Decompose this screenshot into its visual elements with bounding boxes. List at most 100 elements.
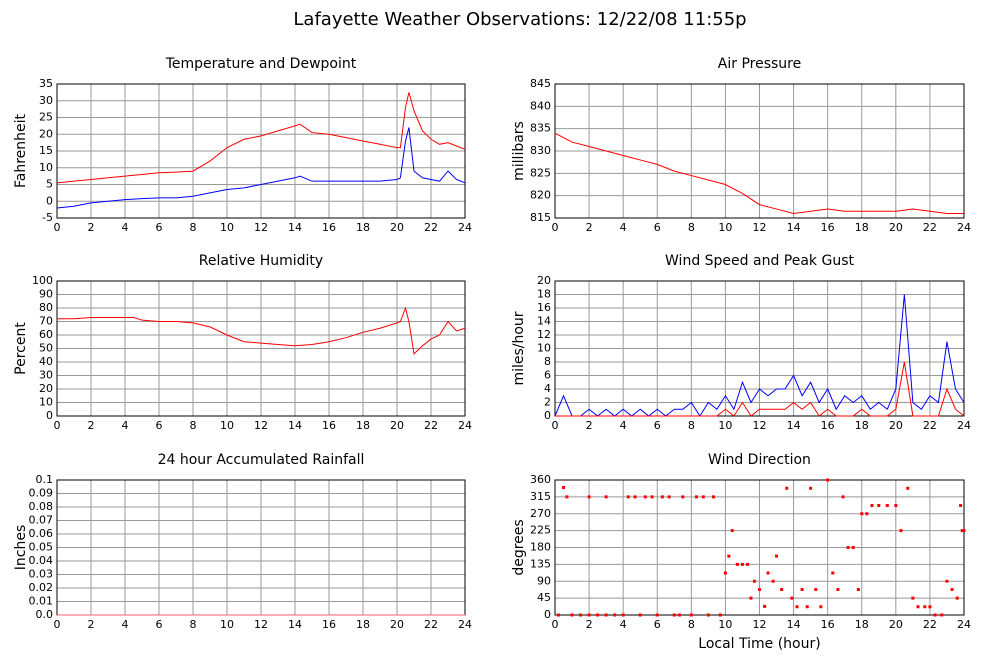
y-tick-label: 8	[544, 355, 551, 368]
data-point	[819, 605, 823, 609]
x-tick-label: 6	[156, 221, 163, 234]
data-point	[626, 495, 630, 499]
x-tick-label: 16	[821, 618, 835, 631]
y-axis-label: Fahrenheit	[13, 113, 29, 188]
x-tick-label: 16	[821, 221, 835, 234]
x-tick-label: 24	[458, 419, 472, 432]
data-point	[841, 495, 845, 499]
y-tick-label: 30	[39, 369, 53, 382]
x-tick-label: 0	[54, 221, 61, 234]
y-tick-label: 20	[39, 127, 53, 140]
data-point	[809, 486, 813, 490]
data-point	[785, 486, 789, 490]
data-point	[763, 604, 767, 608]
y-tick-label: 0	[544, 608, 551, 621]
data-point	[718, 613, 722, 617]
x-tick-label: 4	[620, 618, 627, 631]
data-point	[596, 613, 600, 617]
data-point	[689, 613, 693, 617]
x-tick-label: 24	[458, 618, 472, 631]
y-tick-label: 0.08	[29, 500, 54, 513]
x-tick-label: 14	[787, 618, 801, 631]
data-point	[587, 613, 591, 617]
data-point	[955, 596, 959, 600]
data-point	[638, 613, 642, 617]
chart-title: Air Pressure	[718, 56, 801, 72]
y-tick-label: 12	[537, 328, 551, 341]
y-tick-label: 0	[46, 409, 53, 422]
data-point	[667, 495, 671, 499]
x-tick-label: 2	[88, 419, 95, 432]
x-tick-label: 20	[889, 618, 903, 631]
y-axis-label: Inches	[13, 525, 29, 570]
data-line	[56, 127, 466, 209]
y-axis-label: degrees	[511, 519, 527, 575]
data-point	[570, 613, 574, 617]
data-point	[962, 529, 966, 533]
x-tick-label: 8	[190, 419, 197, 432]
x-tick-label: 24	[458, 221, 472, 234]
data-point	[730, 529, 734, 533]
y-tick-label: 0.1	[36, 473, 54, 486]
y-tick-label: 90	[39, 288, 53, 301]
y-tick-label: 30	[39, 94, 53, 107]
chart-title: Wind Speed and Peak Gust	[665, 253, 854, 269]
y-tick-label: 0.03	[29, 568, 54, 581]
x-tick-label: 8	[190, 221, 197, 234]
x-tick-label: 0	[552, 419, 559, 432]
x-tick-label: 18	[855, 221, 869, 234]
plot-frame	[56, 280, 466, 417]
y-tick-label: 15	[39, 144, 53, 157]
data-point	[613, 613, 617, 617]
data-point	[727, 554, 731, 558]
data-point	[923, 605, 927, 609]
y-tick-label: 14	[537, 315, 551, 328]
data-point	[735, 562, 739, 566]
data-point	[856, 588, 860, 591]
x-tick-label: 22	[923, 221, 937, 234]
data-point	[556, 613, 560, 617]
data-point	[899, 529, 903, 533]
data-point	[911, 596, 915, 600]
x-tick-label: 14	[288, 221, 302, 234]
y-tick-label: 820	[530, 189, 551, 202]
data-line	[554, 294, 965, 417]
y-tick-label: 40	[39, 355, 53, 368]
y-tick-label: 10	[39, 396, 53, 409]
x-tick-label: 22	[424, 618, 438, 631]
y-tick-label: 0.01	[29, 595, 54, 608]
y-tick-label: 10	[537, 342, 551, 355]
page-title: Lafayette Weather Observations: 12/22/08…	[293, 9, 746, 30]
x-tick-label: 10	[220, 221, 234, 234]
data-point	[706, 613, 710, 617]
x-tick-label: 16	[322, 618, 336, 631]
x-tick-label: 10	[220, 618, 234, 631]
data-point	[945, 579, 949, 583]
plot-frame	[554, 280, 965, 417]
data-point	[587, 495, 591, 499]
data-point	[814, 588, 818, 591]
y-tick-label: 0.07	[29, 514, 54, 527]
x-tick-label: 2	[88, 221, 95, 234]
data-point	[775, 554, 779, 558]
data-point	[746, 562, 750, 566]
data-point	[655, 613, 659, 617]
x-tick-label: 12	[753, 618, 767, 631]
x-tick-label: 16	[322, 221, 336, 234]
y-tick-label: 840	[530, 99, 551, 112]
y-tick-label: 0.0	[36, 608, 54, 621]
data-point	[672, 613, 676, 617]
chart-title: Relative Humidity	[199, 253, 323, 269]
x-tick-label: 6	[654, 419, 661, 432]
x-tick-label: 22	[923, 618, 937, 631]
y-tick-label: 0.04	[29, 554, 54, 567]
x-tick-label: 22	[923, 419, 937, 432]
y-axis-label: Percent	[13, 322, 29, 375]
y-tick-label: 20	[537, 274, 551, 287]
x-tick-label: 8	[688, 419, 695, 432]
data-point	[894, 504, 898, 507]
data-point	[740, 562, 744, 566]
y-tick-label: 10	[39, 161, 53, 174]
y-tick-label: 0	[46, 194, 53, 207]
